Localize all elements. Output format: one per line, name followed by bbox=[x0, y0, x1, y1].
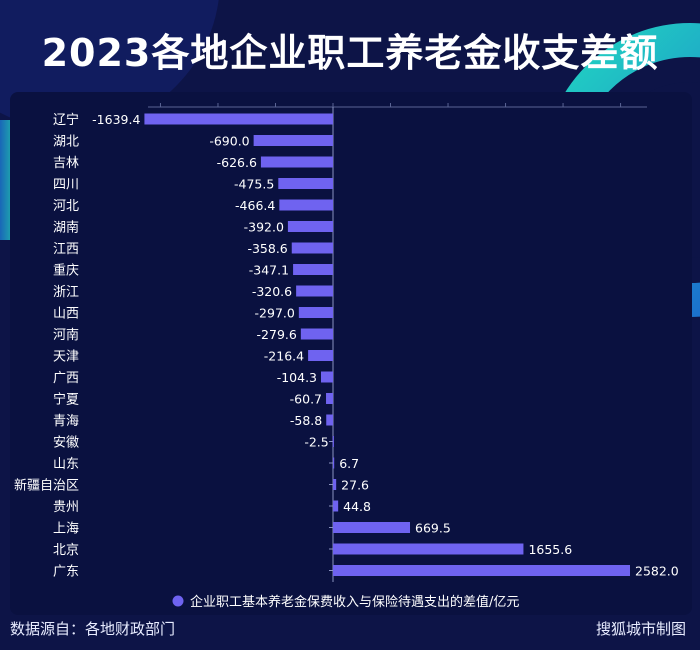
bar bbox=[300, 328, 333, 340]
bar bbox=[332, 436, 334, 447]
category-label: 上海 bbox=[53, 522, 79, 537]
legend-marker bbox=[172, 595, 184, 607]
bar bbox=[333, 522, 411, 533]
value-label: -2.5 bbox=[304, 435, 328, 450]
category-label: 广西 bbox=[53, 371, 79, 386]
category-label: 吉林 bbox=[53, 156, 79, 171]
category-label: 山西 bbox=[53, 307, 79, 322]
bar bbox=[326, 393, 333, 404]
bar bbox=[308, 350, 333, 361]
category-label: 江西 bbox=[53, 242, 79, 257]
category-label: 浙江 bbox=[53, 285, 79, 300]
value-label: -216.4 bbox=[264, 349, 304, 364]
category-label: 湖南 bbox=[53, 220, 79, 236]
bar bbox=[333, 500, 339, 512]
category-label: 河南 bbox=[53, 327, 79, 343]
value-label: -466.4 bbox=[235, 198, 275, 213]
value-label: 27.6 bbox=[341, 478, 369, 493]
value-label: -1639.4 bbox=[92, 112, 140, 127]
category-label: 河北 bbox=[53, 199, 79, 214]
legend-label: 企业职工基本养老金保费收入与保险待遇支出的差值/亿元 bbox=[190, 594, 519, 610]
value-label: -392.0 bbox=[244, 220, 284, 235]
category-label: 广东 bbox=[53, 565, 79, 580]
chart-title: 2023各地企业职工养老金收支差额 bbox=[41, 31, 659, 75]
value-label: 6.7 bbox=[339, 456, 359, 471]
value-label: -60.7 bbox=[290, 392, 322, 407]
bar bbox=[333, 565, 630, 576]
value-label: -320.6 bbox=[252, 284, 292, 299]
bar bbox=[287, 221, 333, 232]
data-source: 数据源自：各地财政部门 bbox=[10, 620, 176, 638]
value-label: 44.8 bbox=[343, 499, 371, 514]
value-label: 669.5 bbox=[415, 521, 451, 536]
bar bbox=[293, 264, 333, 275]
category-label: 山东 bbox=[53, 457, 79, 472]
category-label: 宁夏 bbox=[53, 392, 79, 408]
value-label: -358.6 bbox=[247, 241, 287, 256]
category-label: 辽宁 bbox=[53, 112, 79, 128]
bar bbox=[333, 457, 335, 469]
value-label: -475.5 bbox=[234, 177, 274, 192]
value-label: -347.1 bbox=[249, 263, 289, 278]
bar bbox=[144, 113, 333, 125]
bar bbox=[260, 156, 333, 168]
category-label: 青海 bbox=[53, 414, 79, 429]
value-label: 1655.6 bbox=[528, 542, 572, 557]
bar bbox=[321, 371, 333, 383]
value-label: -58.8 bbox=[290, 413, 322, 428]
category-label: 新疆自治区 bbox=[14, 478, 79, 494]
value-label: 2582.0 bbox=[635, 564, 679, 579]
bar bbox=[298, 307, 333, 318]
bar bbox=[333, 479, 337, 490]
bar bbox=[278, 178, 333, 189]
bar bbox=[333, 543, 524, 555]
category-label: 天津 bbox=[53, 350, 79, 365]
category-label: 安徽 bbox=[53, 436, 79, 451]
value-label: -690.0 bbox=[209, 134, 249, 149]
value-label: -626.6 bbox=[217, 155, 257, 170]
category-label: 重庆 bbox=[53, 263, 79, 279]
category-label: 四川 bbox=[53, 178, 79, 193]
value-label: -279.6 bbox=[257, 327, 297, 342]
value-label: -104.3 bbox=[277, 370, 317, 385]
bar bbox=[326, 414, 333, 426]
bar bbox=[253, 135, 333, 146]
bar bbox=[279, 199, 333, 211]
category-label: 北京 bbox=[53, 543, 79, 558]
value-label: -297.0 bbox=[255, 306, 295, 321]
category-label: 湖北 bbox=[53, 135, 79, 150]
chart-credit: 搜狐城市制图 bbox=[595, 620, 686, 638]
bar bbox=[291, 242, 333, 254]
bar bbox=[296, 285, 333, 297]
category-label: 贵州 bbox=[53, 500, 79, 515]
